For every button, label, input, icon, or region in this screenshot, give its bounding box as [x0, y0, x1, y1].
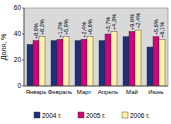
bar: [33, 41, 39, 87]
chart: 0204060Доля, %+8,9%+1,2%+2,4%+3,7%+9,6%+…: [0, 0, 171, 124]
y-tick: [22, 34, 24, 35]
change-label: +2,4%: [135, 13, 141, 29]
bar: [75, 41, 81, 87]
y-tick: [22, 8, 24, 9]
x-tick-label: Апрель: [98, 89, 118, 95]
x-tick-label: Февраль: [48, 89, 72, 95]
y-tick-label: 60: [14, 4, 22, 11]
x-tick-label: Май: [126, 89, 138, 95]
legend-label: 2005 г.: [86, 112, 106, 119]
bar: [57, 39, 63, 86]
legend-swatch: [78, 112, 84, 118]
x-tick-label: Июнь: [148, 89, 163, 95]
bar: [105, 34, 111, 86]
change-label: +6,6%: [87, 19, 93, 35]
bar: [99, 41, 105, 87]
y-axis-label: Доля, %: [0, 34, 8, 61]
bars: [27, 30, 165, 86]
bar: [129, 31, 135, 86]
change-label: +5,9%: [63, 19, 69, 35]
y-axis: [24, 8, 25, 86]
bar: [135, 30, 141, 86]
change-label: +8,3%: [39, 19, 45, 35]
legend-label: 2006 г.: [130, 112, 150, 119]
bar: [123, 37, 129, 86]
change-label: +4,3%: [111, 14, 117, 30]
x-tick-label: Январь: [26, 89, 47, 95]
y-tick: [22, 60, 24, 61]
bar: [87, 37, 93, 86]
legend-swatch: [34, 112, 40, 118]
bar: [81, 39, 87, 86]
plot-area: [24, 8, 168, 86]
y-tick-label: 40: [14, 30, 22, 37]
legend-swatch: [122, 112, 128, 118]
x-axis: [24, 86, 168, 87]
x-tick-label: Март: [77, 89, 92, 95]
legend-label: 2004 г.: [42, 112, 62, 119]
y-tick: [22, 86, 24, 87]
bar: [39, 37, 45, 86]
bar: [153, 37, 159, 86]
bar: [63, 37, 69, 86]
bar: [27, 44, 33, 86]
bar: [159, 39, 165, 86]
bar: [147, 47, 153, 86]
y-tick-label: 20: [14, 56, 22, 63]
bar: [111, 31, 117, 86]
change-label: +6,1%: [159, 22, 165, 38]
y-tick-label: 0: [17, 82, 21, 89]
bar: [51, 41, 57, 87]
